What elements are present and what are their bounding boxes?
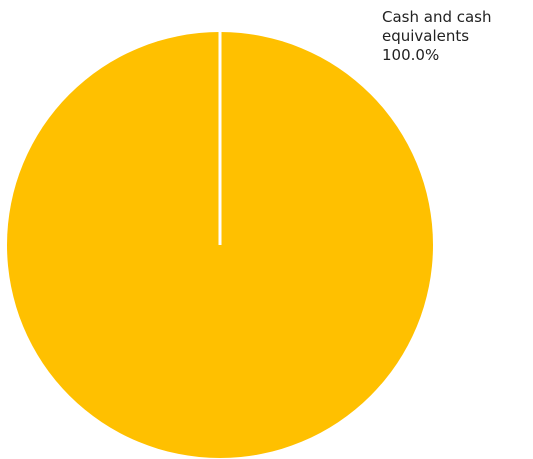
slice-data-label: Cash and cash equivalents 100.0% xyxy=(382,8,532,65)
slice-label-name: Cash and cash equivalents xyxy=(382,8,492,45)
slice-label-value: 100.0% xyxy=(382,46,440,64)
